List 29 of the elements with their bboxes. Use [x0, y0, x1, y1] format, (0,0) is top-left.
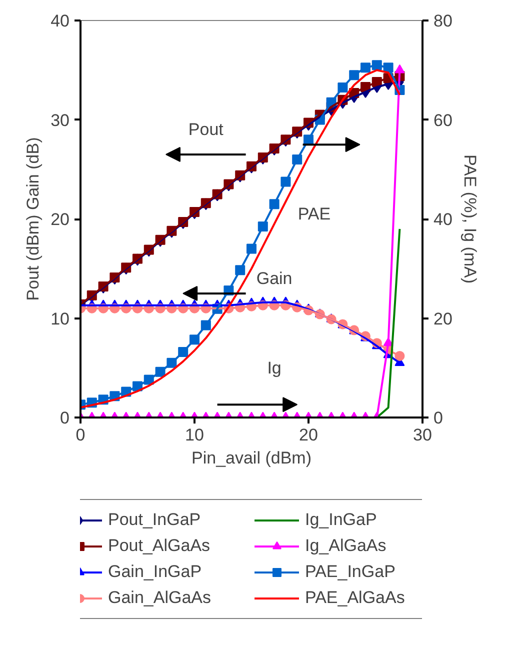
x-tick-label: 20: [299, 426, 318, 444]
legend-label: PAE_AlGaAs: [305, 588, 406, 608]
y2-axis-title: PAE (%), Ig (mA): [460, 154, 480, 284]
legend-label: Pout_InGaP: [108, 510, 202, 530]
legend-label: Ig_AlGaAs: [305, 536, 388, 556]
y-axis-title: Pout (dBm) Gain (dB): [24, 137, 43, 301]
y2-tick-label: 80: [434, 12, 452, 30]
annotation: Ig: [267, 358, 282, 378]
legend-label: PAE_InGaP: [305, 562, 396, 582]
y2-tick-label: 20: [434, 309, 452, 328]
legend-label: Ig_InGaP: [305, 510, 378, 530]
x-tick-label: 30: [413, 426, 432, 444]
annotation: Gain: [256, 269, 292, 288]
y-tick-label: 30: [50, 110, 70, 130]
y-tick-label: 20: [50, 210, 70, 229]
annotation: PAE: [298, 204, 331, 224]
x-tick-label: 10: [185, 426, 204, 444]
y2-tick-label: 60: [434, 110, 452, 130]
annotation: Pout: [188, 120, 224, 140]
legend-label: Gain_InGaP: [108, 562, 203, 582]
y2-tick-label: 40: [434, 210, 452, 229]
legend-label: Gain_AlGaAs: [108, 588, 212, 608]
legend-label: Pout_AlGaAs: [108, 536, 212, 556]
y2-tick-label: 0: [434, 408, 443, 428]
x-tick-label: 0: [76, 426, 86, 444]
y-tick-label: 40: [50, 12, 70, 30]
x-axis-title: Pin_avail (dBm): [192, 448, 312, 468]
y-tick-label: 10: [50, 309, 70, 328]
y-tick-label: 0: [60, 408, 70, 428]
